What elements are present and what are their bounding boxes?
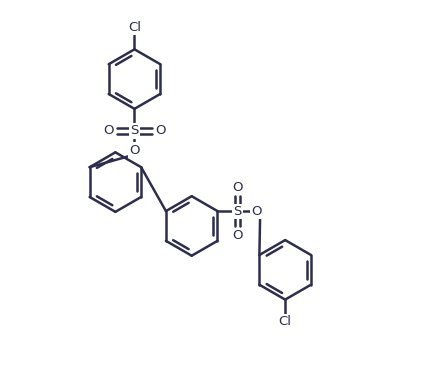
Text: O: O [251,205,262,217]
Text: S: S [233,205,242,217]
Text: S: S [130,124,139,138]
Text: O: O [155,124,166,138]
Text: O: O [103,124,113,138]
Text: O: O [232,181,242,194]
Text: Cl: Cl [128,21,141,34]
Text: O: O [232,229,242,242]
Text: Cl: Cl [279,315,292,328]
Text: O: O [129,144,140,156]
